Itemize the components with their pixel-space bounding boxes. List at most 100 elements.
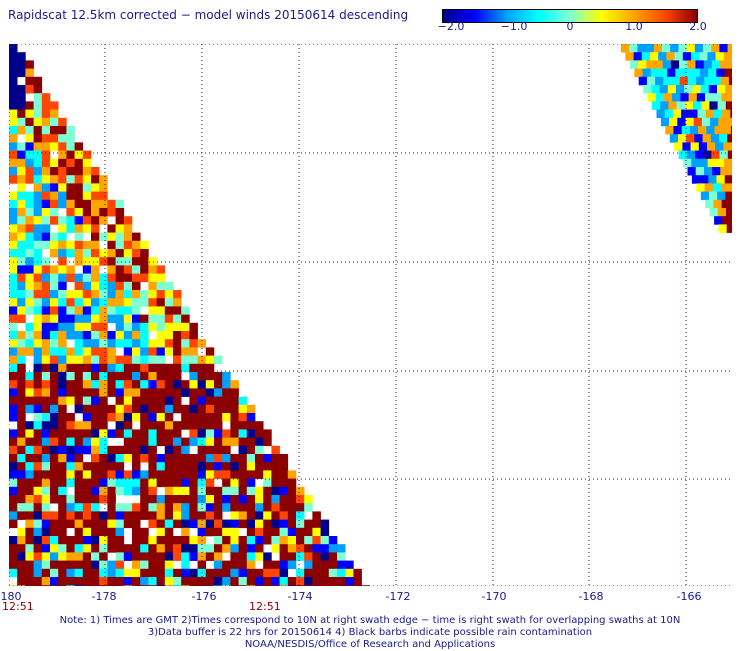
swath-pixel — [148, 429, 157, 438]
swath-pixel — [189, 323, 198, 332]
swath-pixel — [230, 454, 239, 463]
swath-pixel — [50, 405, 59, 414]
swath-pixel — [50, 511, 59, 520]
swath-pixel — [173, 487, 182, 496]
swath-pixel — [50, 192, 59, 201]
swath-pixel — [66, 380, 75, 389]
swath-pixel — [173, 298, 182, 307]
swath-pixel — [181, 479, 190, 488]
swath-pixel — [724, 52, 732, 61]
swath-pixel — [181, 388, 190, 397]
swath-pixel — [157, 569, 166, 578]
swath-pixel — [107, 233, 116, 242]
swath-pixel — [140, 511, 149, 520]
swath-pixel — [58, 536, 66, 545]
swath-pixel — [304, 561, 313, 570]
swath-pixel — [165, 380, 174, 389]
swath-pixel — [91, 446, 100, 455]
swath-pixel — [9, 511, 18, 520]
swath-pixel — [140, 290, 149, 299]
swath-pixel — [17, 528, 26, 537]
swath-pixel — [25, 479, 34, 488]
swath-pixel — [42, 552, 51, 561]
swath-pixel — [148, 421, 157, 430]
swath-pixel — [719, 134, 728, 143]
swath-pixel — [165, 495, 174, 504]
swath-pixel — [132, 380, 141, 389]
swath-pixel — [83, 503, 92, 512]
swath-pixel — [157, 397, 166, 406]
swath-pixel — [50, 282, 59, 291]
swath-pixel — [9, 561, 18, 570]
swath-pixel — [296, 577, 305, 586]
swath-pixel — [189, 372, 198, 381]
swath-pixel — [99, 347, 108, 356]
swath-pixel — [157, 470, 166, 479]
swath-pixel — [206, 520, 215, 529]
swath-pixel — [700, 175, 709, 184]
swath-pixel — [58, 323, 66, 332]
swath-pixel — [75, 331, 84, 340]
swath-pixel — [140, 323, 149, 332]
swath-pixel — [689, 93, 698, 102]
swath-pixel — [255, 536, 264, 545]
swath-pixel — [34, 216, 43, 225]
swath-pixel — [25, 249, 34, 258]
swath-pixel — [17, 536, 26, 545]
swath-pixel — [140, 479, 149, 488]
swath-pixel — [214, 356, 223, 365]
swath-pixel — [173, 503, 182, 512]
swath-pixel — [34, 421, 43, 430]
swath-pixel — [690, 126, 699, 135]
swath-pixel — [189, 511, 198, 520]
swath-pixel — [116, 380, 125, 389]
swath-pixel — [345, 569, 354, 578]
swath-pixel — [42, 175, 51, 184]
swath-pixel — [75, 339, 84, 348]
swath-pixel — [206, 413, 215, 422]
swath-pixel — [66, 470, 75, 479]
swath-pixel — [222, 503, 231, 512]
swath-pixel — [329, 561, 338, 570]
swath-pixel — [25, 274, 34, 283]
swath-pixel — [58, 380, 66, 389]
swath-pixel — [655, 60, 664, 69]
swath-pixel — [107, 315, 116, 324]
swath-pixel — [165, 577, 174, 586]
swath-pixel — [83, 331, 92, 340]
swath-pixel — [670, 44, 679, 53]
swath-pixel — [148, 569, 157, 578]
swath-pixel — [280, 569, 289, 578]
swath-pixel — [222, 561, 231, 570]
swath-pixel — [189, 487, 198, 496]
swath-pixel — [83, 413, 92, 422]
swath-pixel — [271, 561, 280, 570]
swath-pixel — [124, 421, 133, 430]
swath-pixel — [214, 552, 223, 561]
swath-pixel — [714, 216, 723, 225]
swath-pixel — [707, 52, 716, 61]
x-tick-label: -170 — [482, 590, 507, 603]
swath-pixel — [34, 495, 43, 504]
swath-pixel — [288, 511, 297, 520]
swath-pixel — [50, 520, 59, 529]
swath-pixel — [9, 216, 18, 225]
swath-pixel — [165, 429, 174, 438]
swath-pixel — [58, 224, 66, 233]
swath-pixel — [42, 569, 51, 578]
swath-pixel — [50, 479, 59, 488]
swath-pixel — [42, 405, 51, 414]
swath-pixel — [132, 265, 141, 274]
swath-pixel — [263, 577, 272, 586]
swath-pixel — [709, 85, 718, 94]
swath-pixel — [247, 446, 256, 455]
swath-pixel — [165, 298, 174, 307]
swath-pixel — [58, 495, 66, 504]
swath-pixel — [75, 224, 84, 233]
x-tick-label: -172 — [386, 590, 411, 603]
swath-pixel — [140, 446, 149, 455]
swath-pixel — [230, 495, 239, 504]
swath-pixel — [189, 347, 198, 356]
swath-pixel — [116, 388, 125, 397]
swath-pixel — [107, 364, 116, 373]
